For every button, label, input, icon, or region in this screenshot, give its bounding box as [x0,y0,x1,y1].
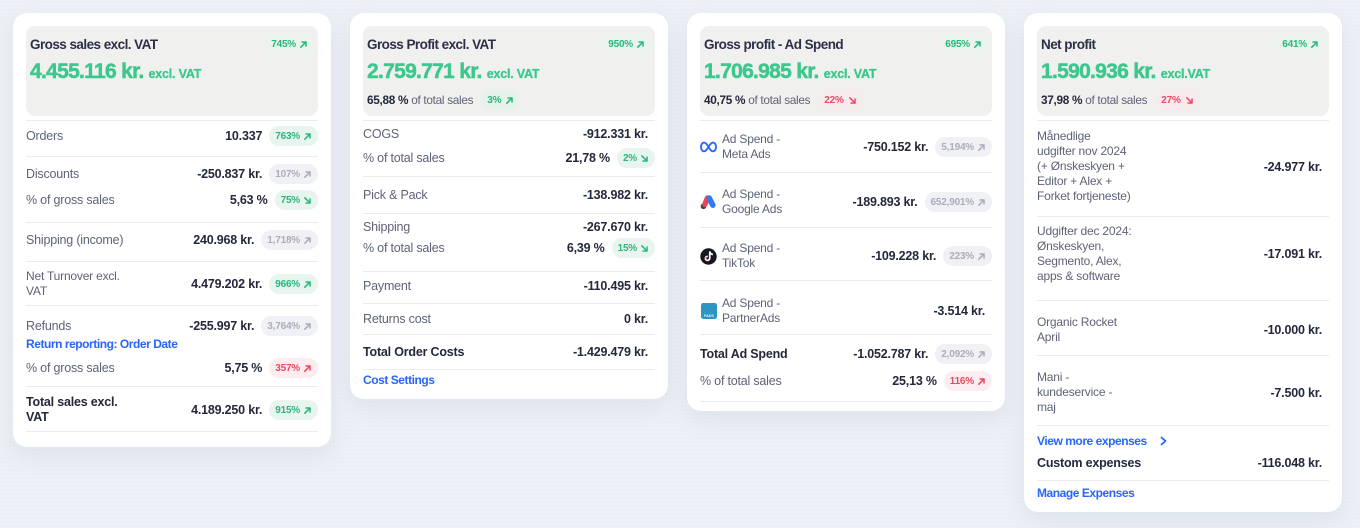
svg-text:PADS: PADS [704,314,714,318]
